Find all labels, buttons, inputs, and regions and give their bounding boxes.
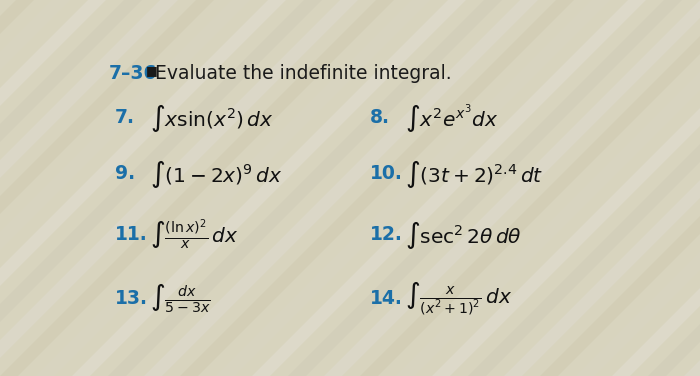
Polygon shape	[648, 0, 700, 376]
Text: $\int \sec^2 2\theta\, d\theta$: $\int \sec^2 2\theta\, d\theta$	[405, 219, 522, 251]
Text: $\int x \sin(x^2)\, dx$: $\int x \sin(x^2)\, dx$	[150, 102, 274, 133]
Polygon shape	[252, 0, 646, 376]
Text: 9.: 9.	[115, 164, 134, 183]
Polygon shape	[0, 0, 286, 376]
Polygon shape	[216, 0, 610, 376]
Text: 10.: 10.	[370, 164, 402, 183]
Polygon shape	[396, 0, 700, 376]
Polygon shape	[324, 0, 700, 376]
Text: Evaluate the indefinite integral.: Evaluate the indefinite integral.	[155, 64, 452, 83]
Polygon shape	[432, 0, 700, 376]
Polygon shape	[0, 0, 142, 376]
Polygon shape	[288, 0, 682, 376]
Text: ■: ■	[146, 64, 158, 77]
Text: 7–36: 7–36	[109, 64, 158, 83]
Polygon shape	[360, 0, 700, 376]
Polygon shape	[0, 0, 322, 376]
Text: 13.: 13.	[115, 289, 148, 308]
Polygon shape	[540, 0, 700, 376]
Text: $\int (3t + 2)^{2.4}\, dt$: $\int (3t + 2)^{2.4}\, dt$	[405, 158, 543, 190]
Polygon shape	[576, 0, 700, 376]
Polygon shape	[0, 0, 250, 376]
Polygon shape	[108, 0, 502, 376]
Text: 7.: 7.	[115, 108, 134, 127]
Text: $\int x^2 e^{x^3} dx$: $\int x^2 e^{x^3} dx$	[405, 102, 498, 133]
Text: $\int \frac{dx}{5 - 3x}$: $\int \frac{dx}{5 - 3x}$	[150, 282, 211, 315]
Polygon shape	[684, 0, 700, 376]
Text: $\int \frac{(\ln x)^2}{x}\, dx$: $\int \frac{(\ln x)^2}{x}\, dx$	[150, 217, 239, 252]
Polygon shape	[0, 0, 106, 376]
Polygon shape	[36, 0, 430, 376]
Polygon shape	[0, 0, 214, 376]
Text: $\int (1 - 2x)^9\, dx$: $\int (1 - 2x)^9\, dx$	[150, 158, 283, 190]
Polygon shape	[144, 0, 538, 376]
Polygon shape	[0, 0, 358, 376]
Text: $\int \frac{x}{(x^2+1)^2}\, dx$: $\int \frac{x}{(x^2+1)^2}\, dx$	[405, 280, 512, 317]
Polygon shape	[0, 0, 70, 376]
Polygon shape	[0, 0, 178, 376]
Text: 11.: 11.	[115, 225, 148, 244]
Polygon shape	[0, 0, 34, 376]
Text: 14.: 14.	[370, 289, 402, 308]
Polygon shape	[612, 0, 700, 376]
Polygon shape	[504, 0, 700, 376]
Text: 8.: 8.	[370, 108, 390, 127]
Polygon shape	[0, 0, 394, 376]
Polygon shape	[468, 0, 700, 376]
Text: 12.: 12.	[370, 225, 402, 244]
Polygon shape	[72, 0, 466, 376]
Polygon shape	[180, 0, 574, 376]
